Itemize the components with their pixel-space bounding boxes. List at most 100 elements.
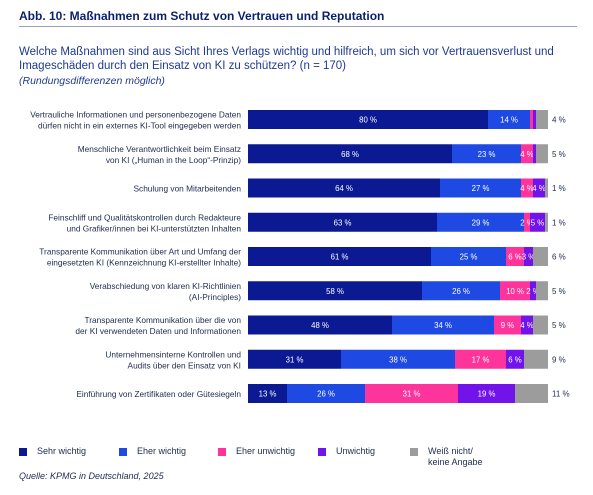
rounding-note: (Rundungsdifferenzen möglich) (19, 75, 165, 87)
bar-segment (515, 384, 548, 403)
legend-swatch (410, 448, 418, 456)
bar-segment (521, 144, 533, 164)
legend-item: Unwichtig (318, 446, 375, 457)
value-label-weiss-nicht: 5 % (552, 321, 566, 330)
data-label: 4 % (520, 184, 534, 193)
bar-segment (458, 384, 515, 403)
legend-item: Eher wichtig (119, 446, 186, 457)
bar-segment (506, 349, 524, 369)
bar-segment (533, 110, 536, 129)
bar-segment (248, 315, 392, 335)
data-label: 9 % (501, 321, 515, 330)
data-label: 10 % (506, 287, 524, 296)
bar-segment (437, 212, 524, 232)
category-label: Einführung von Zertifikaten oder Gütesie… (76, 389, 241, 399)
bar-segment (248, 247, 431, 266)
bar-segment (545, 212, 548, 232)
data-label: 64 % (335, 184, 353, 193)
data-label: 61 % (331, 253, 349, 262)
data-label: 58 % (326, 287, 344, 296)
bar-segment (431, 247, 506, 266)
data-label: 80 % (359, 116, 377, 125)
legend-label: Weiß nicht/keine Angabe (428, 446, 483, 467)
value-label-weiss-nicht: 1 % (552, 184, 566, 193)
bar-segment (248, 144, 452, 164)
value-label-weiss-nicht: 11 % (552, 390, 570, 399)
bar-segment (392, 315, 494, 335)
bar-segment (248, 178, 440, 198)
bar-segment (530, 110, 533, 129)
bar-segment (287, 384, 365, 403)
chart-title: Abb. 10: Maßnahmen zum Schutz von Vertra… (19, 9, 385, 23)
value-label-weiss-nicht: 1 % (552, 218, 566, 227)
legend-label: Unwichtig (336, 446, 376, 456)
data-label: 26 % (452, 287, 470, 296)
stacked-bar-chart: Vertrauliche Informationen und personenb… (30, 110, 570, 403)
bar-segment (545, 178, 548, 198)
data-label: 4 % (520, 150, 534, 159)
data-label: 4 % (520, 321, 534, 330)
category-label: Feinschliff und Qualitätskontrollen durc… (48, 212, 241, 233)
value-label-weiss-nicht: 9 % (552, 355, 566, 364)
bar-segment (422, 281, 500, 301)
legend-swatch (218, 448, 226, 456)
bar-segment (536, 110, 548, 129)
data-label: 23 % (478, 150, 496, 159)
category-label: Verabschiedung von klaren KI-Richtlinien… (90, 281, 242, 302)
bar-segment (248, 349, 341, 369)
bar-segment (524, 212, 530, 232)
category-label: Vertrauliche Informationen und personenb… (30, 110, 241, 131)
bar-segment (248, 384, 287, 403)
bar-segment (530, 212, 545, 232)
data-label: 63 % (334, 218, 352, 227)
data-label: 17 % (472, 355, 490, 364)
data-label: 27 % (472, 184, 490, 193)
bar-segment (521, 178, 533, 198)
category-label: Transparente Kommunikation über Art und … (39, 247, 241, 268)
data-label: 6 % (508, 253, 522, 262)
data-label: 25 % (460, 253, 478, 262)
data-label: 19 % (478, 390, 496, 399)
category-label: Menschliche Verantwortlichkeit beim Eins… (78, 144, 241, 165)
bar-segment (533, 315, 548, 335)
bar-segment (248, 212, 437, 232)
value-label-weiss-nicht: 4 % (552, 116, 566, 125)
legend-label: Sehr wichtig (37, 446, 87, 456)
data-label: 34 % (434, 321, 452, 330)
bar-segment (248, 281, 422, 301)
category-label: Transparente Kommunikation über die von d… (75, 315, 241, 336)
bar-segment (452, 144, 521, 164)
data-label: 68 % (341, 150, 359, 159)
bar-segment (506, 247, 524, 266)
bar-segment (341, 349, 455, 369)
bar-segment (248, 110, 488, 129)
data-label: 6 % (508, 355, 522, 364)
bar-segment (440, 178, 521, 198)
data-label: 31 % (286, 355, 304, 364)
bar-segment (524, 349, 548, 369)
legend-item: Weiß nicht/keine Angabe (410, 446, 483, 468)
chart-subtitle: Welche Maßnahmen sind aus Sicht Ihres Ve… (19, 46, 554, 72)
bar-segment (536, 144, 548, 164)
source-note: Quelle: KPMG in Deutschland, 2025 (19, 471, 164, 481)
legend-swatch (318, 448, 326, 456)
title-divider (19, 26, 577, 27)
data-label: 14 % (500, 116, 518, 125)
data-label: 29 % (472, 218, 490, 227)
data-label: 3 % (522, 253, 536, 262)
data-label: 5 % (531, 218, 545, 227)
data-label: 38 % (389, 355, 407, 364)
bar-segment (521, 315, 533, 335)
category-label: Unternehmensinterne Kontrollen und Audits… (105, 349, 241, 370)
legend-item: Eher unwichtig (218, 446, 295, 457)
bar-segment (533, 144, 536, 164)
legend-swatch (119, 448, 127, 456)
legend-label: Eher unwichtig (236, 446, 296, 456)
bar-segment (533, 178, 545, 198)
legend: Sehr wichtig Eher wichtig Eher unwichtig Un… (19, 446, 579, 476)
value-label-weiss-nicht: 5 % (552, 287, 566, 296)
data-label: 4 % (532, 184, 546, 193)
data-label: 2 % (526, 287, 540, 296)
data-label: 13 % (259, 390, 277, 399)
data-label: 48 % (311, 321, 329, 330)
